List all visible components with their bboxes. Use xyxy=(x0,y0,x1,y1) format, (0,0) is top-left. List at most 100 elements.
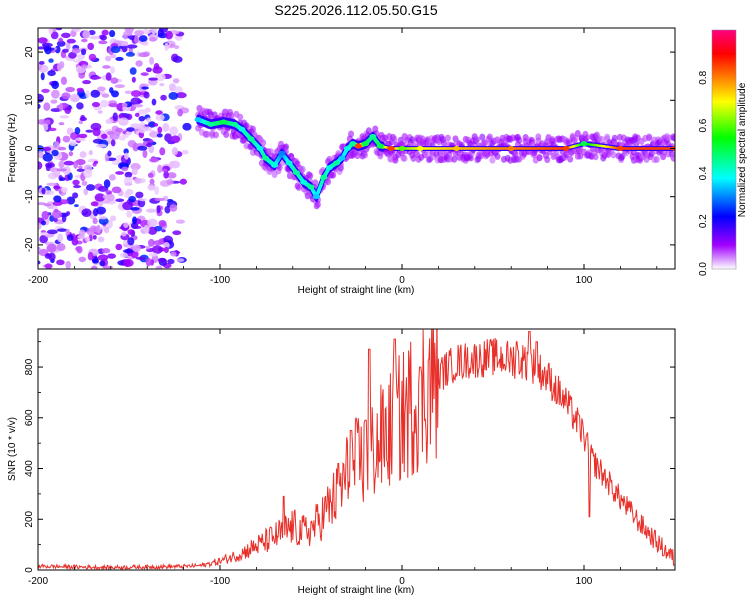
noise-cell xyxy=(100,99,109,108)
noise-cell xyxy=(51,80,60,90)
noise-cell xyxy=(164,133,172,143)
noise-cell xyxy=(87,42,95,51)
x-tick-label: -200 xyxy=(28,576,48,587)
noise-cell xyxy=(38,93,44,103)
noise-cell xyxy=(43,123,49,131)
noise-cell xyxy=(173,45,180,50)
y-tick-label: 600 xyxy=(24,409,35,426)
noise-cell xyxy=(48,58,54,63)
ridge-halo xyxy=(204,130,211,138)
noise-cell xyxy=(109,215,117,222)
ridge-point xyxy=(362,141,370,147)
ridge-point xyxy=(338,155,346,161)
noise-cell xyxy=(68,51,77,59)
y-tick-label: -10 xyxy=(24,189,35,204)
ridge-point xyxy=(271,162,279,168)
noise-cell xyxy=(121,231,127,237)
noise-cell xyxy=(152,245,163,254)
noise-cell xyxy=(115,243,123,251)
ridge-halo xyxy=(419,135,426,143)
noise-cell xyxy=(111,186,122,194)
ridge-halo xyxy=(599,136,606,144)
noise-cell xyxy=(83,169,93,178)
ridge-halo xyxy=(633,140,640,148)
noise-cell xyxy=(81,208,92,217)
ridge-halo xyxy=(489,156,496,164)
ridge-halo xyxy=(444,134,451,142)
noise-cell xyxy=(124,28,135,34)
noise-cell xyxy=(108,103,119,108)
ridge-point xyxy=(194,117,202,123)
noise-cell xyxy=(87,251,94,261)
noise-cell xyxy=(163,170,169,179)
noise-cell xyxy=(96,224,101,234)
noise-cell xyxy=(166,172,177,179)
ridge-halo xyxy=(610,151,617,159)
noise-cell xyxy=(58,37,64,43)
colorbar-label: Normalized spectral amplitude xyxy=(737,82,748,217)
noise-cell xyxy=(107,253,116,259)
noise-cell xyxy=(150,220,156,227)
noise-cell xyxy=(47,70,56,77)
noise-cell xyxy=(38,161,43,170)
noise-cell xyxy=(134,112,140,118)
noise-cell xyxy=(121,166,129,172)
noise-cell xyxy=(124,152,129,160)
ridge-point xyxy=(238,126,246,132)
noise-cell xyxy=(62,166,71,175)
noise-cell xyxy=(99,260,106,267)
noise-cell xyxy=(97,236,105,243)
noise-cell xyxy=(78,133,88,139)
noise-cell xyxy=(52,169,61,178)
noise-cell xyxy=(157,257,167,263)
noise-cell xyxy=(59,61,65,69)
noise-cell xyxy=(100,34,107,41)
noise-cell xyxy=(40,72,45,81)
noise-cell xyxy=(76,245,83,254)
noise-cell xyxy=(122,31,128,40)
noise-cell xyxy=(143,224,150,234)
noise-cell xyxy=(169,160,181,169)
noise-cell xyxy=(41,88,50,93)
noise-cell xyxy=(160,94,167,101)
noise-cell xyxy=(94,193,106,202)
noise-cell xyxy=(103,226,110,234)
noise-cell xyxy=(145,245,151,250)
ridge-halo xyxy=(671,134,675,142)
noise-cell xyxy=(148,77,158,81)
noise-cell xyxy=(83,188,89,196)
noise-cell xyxy=(109,30,116,38)
noise-cell xyxy=(154,185,160,195)
noise-cell xyxy=(81,38,88,43)
noise-cell xyxy=(78,229,86,237)
noise-cell xyxy=(122,249,134,254)
noise-cell xyxy=(43,102,51,111)
ridge-halo xyxy=(391,135,398,143)
noise-cell xyxy=(169,43,176,48)
noise-cell xyxy=(41,220,47,226)
noise-cell xyxy=(46,243,57,253)
noise-cell xyxy=(72,192,79,199)
noise-cell xyxy=(155,114,165,121)
noise-cell xyxy=(71,28,82,33)
noise-cell xyxy=(73,160,79,169)
noise-cell xyxy=(161,168,168,173)
y-tick-label: 400 xyxy=(24,460,35,477)
noise-cell xyxy=(105,190,113,195)
noise-cell xyxy=(63,160,75,166)
noise-cell xyxy=(124,171,133,178)
noise-cell xyxy=(88,53,97,62)
noise-cell xyxy=(57,146,67,151)
noise-cell xyxy=(137,145,148,151)
noise-cell xyxy=(51,149,59,157)
noise-cell xyxy=(88,150,93,156)
noise-cell xyxy=(141,29,152,35)
x-tick-label: 0 xyxy=(399,576,405,587)
noise-cell xyxy=(76,87,84,93)
noise-cell xyxy=(85,129,94,133)
ridge-halo xyxy=(326,155,333,163)
noise-cell xyxy=(60,187,68,193)
noise-cell xyxy=(92,234,97,240)
ridge-point xyxy=(507,146,515,151)
